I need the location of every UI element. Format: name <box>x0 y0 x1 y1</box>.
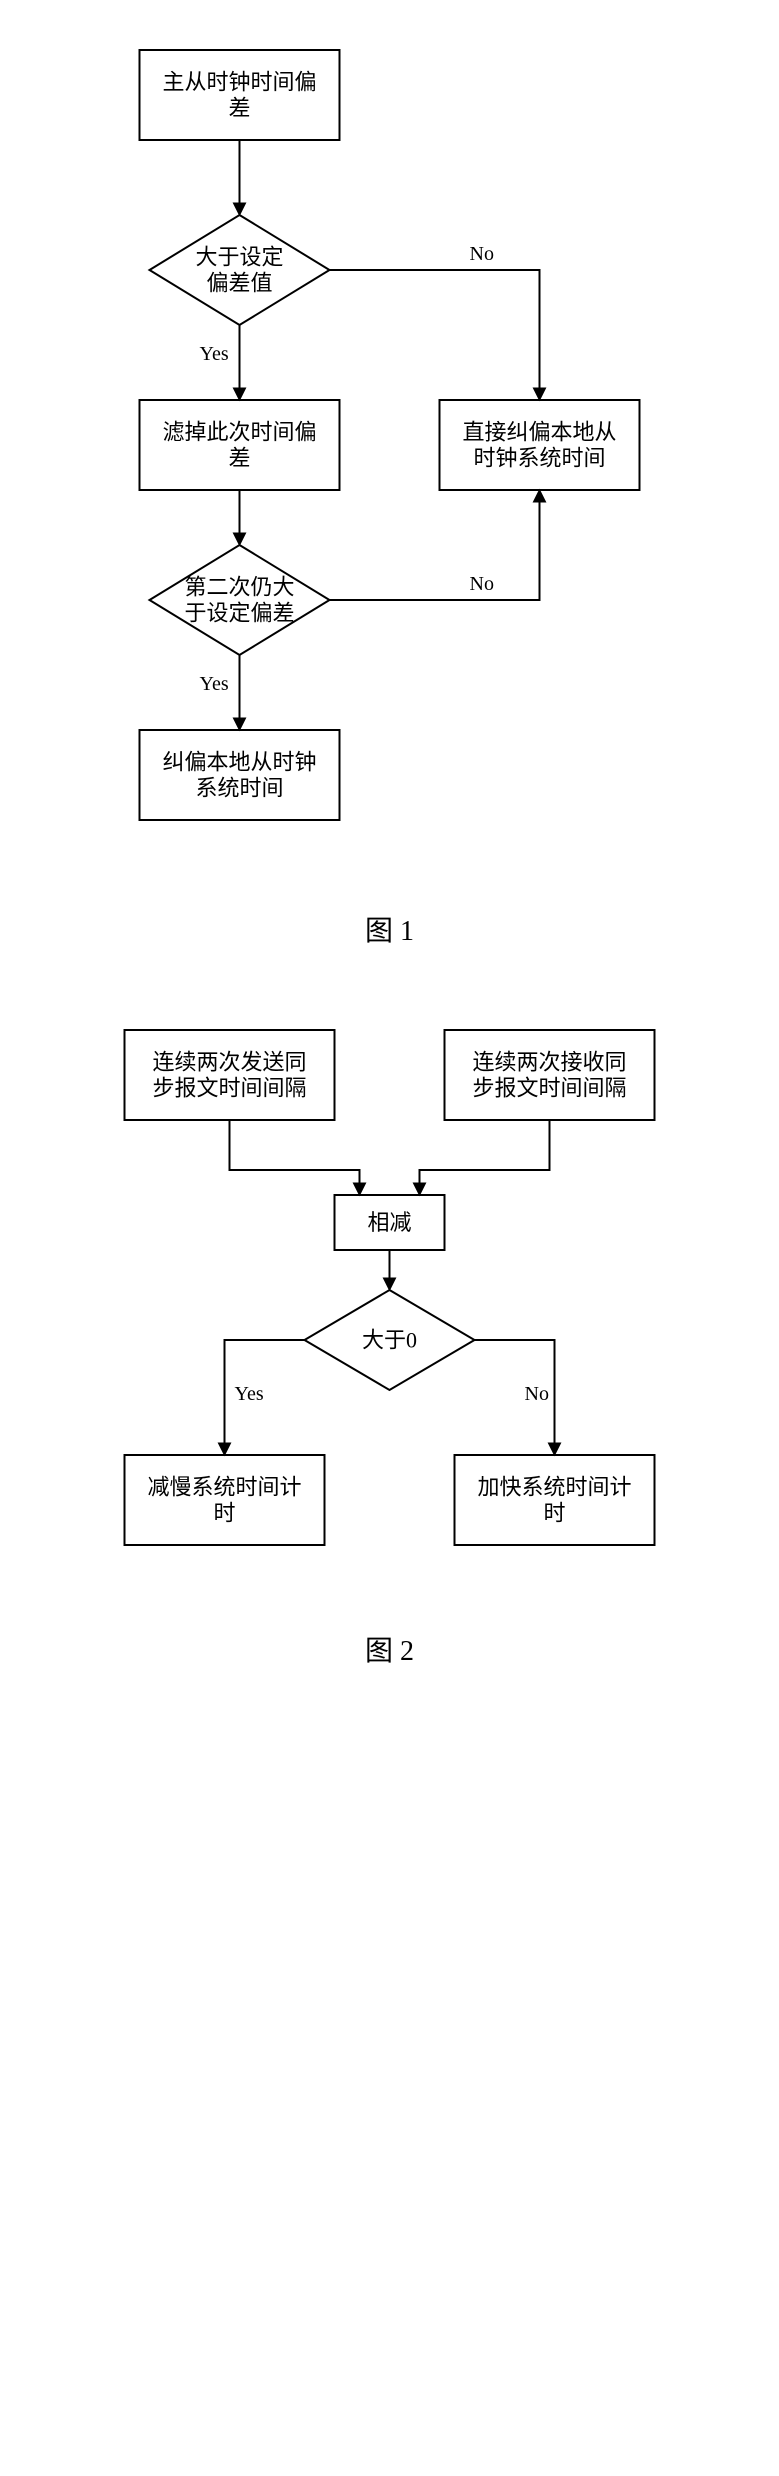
figure-caption: 图 2 <box>365 1636 414 1667</box>
svg-text:连续两次发送同步报文时间间隔: 连续两次发送同步报文时间间隔 <box>152 1050 306 1101</box>
svg-text:连续两次接收同步报文时间间隔: 连续两次接收同步报文时间间隔 <box>472 1050 626 1101</box>
edge-label: No <box>470 573 494 595</box>
edge-label: No <box>525 1383 549 1405</box>
svg-text:相减: 相减 <box>367 1210 411 1235</box>
svg-text:直接纠偏本地从时钟系统时间: 直接纠偏本地从时钟系统时间 <box>462 420 616 471</box>
diagram-canvas: 主从时钟时间偏差大于设定偏差值滤掉此次时间偏差直接纠偏本地从时钟系统时间第二次仍… <box>0 0 779 2476</box>
flow-edge <box>330 270 540 400</box>
edge-label: Yes <box>235 1383 264 1405</box>
flow-edge <box>230 1120 360 1195</box>
edge-label: No <box>470 243 494 265</box>
svg-text:第二次仍大于设定偏差: 第二次仍大于设定偏差 <box>184 575 294 626</box>
svg-text:大于0: 大于0 <box>362 1328 417 1353</box>
figure-group: 连续两次发送同步报文时间间隔连续两次接收同步报文时间间隔相减大于0减慢系统时间计… <box>125 1030 655 1545</box>
figure-caption: 图 1 <box>365 916 414 947</box>
edge-label: Yes <box>200 343 229 365</box>
flow-edge <box>420 1120 550 1195</box>
figure-group: 主从时钟时间偏差大于设定偏差值滤掉此次时间偏差直接纠偏本地从时钟系统时间第二次仍… <box>140 50 640 820</box>
flow-edge <box>330 490 540 600</box>
svg-text:大于设定偏差值: 大于设定偏差值 <box>195 245 283 296</box>
edge-label: Yes <box>200 673 229 695</box>
